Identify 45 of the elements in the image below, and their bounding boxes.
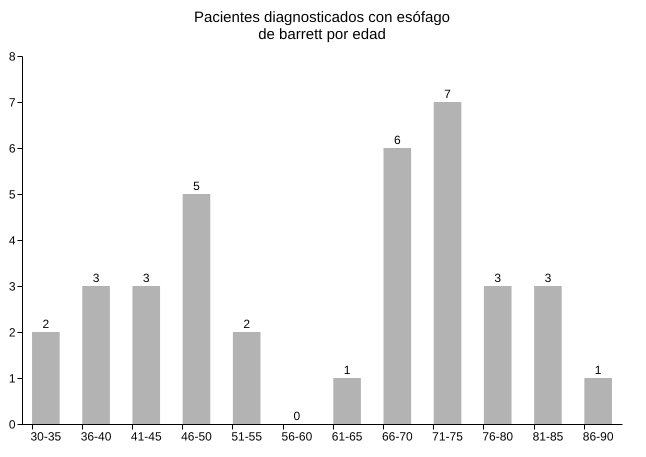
- y-tick-label: 0: [8, 418, 16, 432]
- x-tick-label: 71-75: [432, 430, 464, 444]
- bar: [534, 286, 562, 424]
- bar: [484, 286, 512, 424]
- bar: [132, 286, 160, 424]
- x-tick-label: 76-80: [482, 430, 514, 444]
- bar: [333, 378, 361, 424]
- data-label: 7: [444, 87, 452, 101]
- data-label: 2: [42, 317, 50, 331]
- x-tick-label: 30-35: [30, 430, 62, 444]
- bar: [82, 286, 110, 424]
- data-label: 3: [494, 271, 502, 285]
- y-tick-label: 7: [8, 96, 16, 110]
- x-tick-label: 61-65: [332, 430, 363, 444]
- data-label: 3: [142, 271, 150, 285]
- y-tick-label: 2: [8, 326, 16, 340]
- bar: [384, 148, 412, 424]
- chart-title: Pacientes diagnosticados con esófago de barrett por edad: [194, 9, 450, 43]
- data-label: 3: [544, 271, 552, 285]
- data-label: 5: [193, 179, 200, 193]
- x-tick-label: 81-85: [532, 430, 564, 444]
- data-label: 2: [243, 317, 250, 331]
- y-tick-label: 8: [8, 50, 16, 64]
- data-label: 3: [92, 271, 100, 285]
- data-label: 6: [394, 133, 401, 147]
- x-tick-label: 46-50: [181, 430, 212, 444]
- x-tick-label: 36-40: [80, 430, 112, 444]
- y-tick-label: 1: [8, 372, 16, 386]
- x-tick-label: 66-70: [382, 430, 413, 444]
- y-tick-label: 3: [8, 280, 16, 294]
- bar: [584, 378, 612, 424]
- bar: [182, 194, 210, 424]
- data-label: 0: [294, 409, 301, 423]
- bar: [32, 332, 60, 424]
- x-tick-label: 86-90: [582, 430, 614, 444]
- y-tick-label: 4: [8, 234, 16, 248]
- x-tick-label: 56-60: [282, 430, 313, 444]
- x-tick-label: 51-55: [231, 430, 262, 444]
- y-tick-label: 6: [8, 142, 16, 156]
- x-tick-label: 41-45: [130, 430, 162, 444]
- data-label: 1: [344, 363, 351, 377]
- bar: [232, 332, 260, 424]
- y-tick-label: 5: [8, 188, 16, 202]
- bar: [434, 102, 462, 424]
- data-label: 1: [594, 363, 602, 377]
